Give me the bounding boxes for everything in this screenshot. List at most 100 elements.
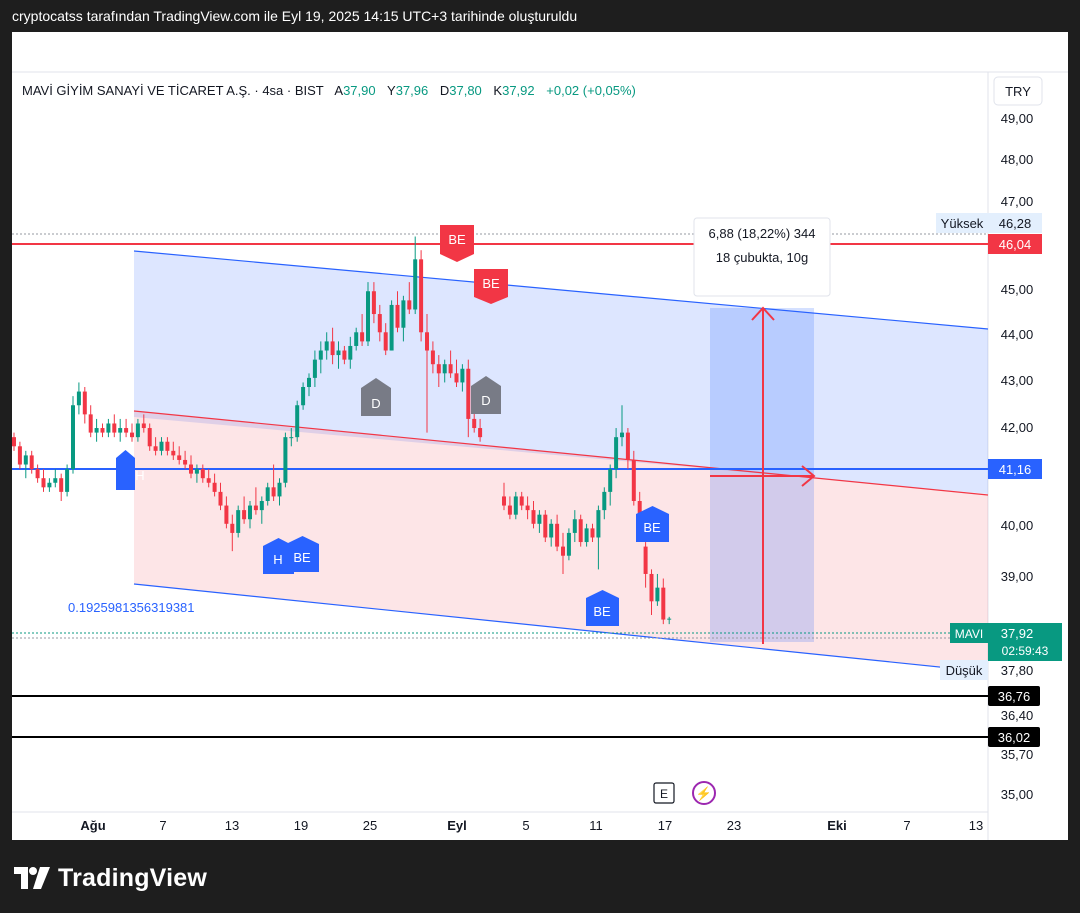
candle-body xyxy=(212,482,217,492)
time-tick: 11 xyxy=(589,818,603,833)
candle-body xyxy=(401,300,406,328)
signal-marker[interactable]: H xyxy=(116,450,145,490)
svg-text:D: D xyxy=(371,396,380,411)
candle-body xyxy=(637,501,642,520)
candle-body xyxy=(17,446,22,465)
candle-body xyxy=(596,510,601,538)
candle-body xyxy=(100,428,105,433)
time-tick: 17 xyxy=(658,818,672,833)
svg-text:BE: BE xyxy=(448,232,466,247)
candle-body xyxy=(631,459,636,501)
channel-bottom-line[interactable] xyxy=(133,583,989,673)
candle-body xyxy=(171,450,176,456)
candle-body xyxy=(507,505,512,515)
candlestick-chart[interactable]: 6,88 (18,22%) 344 18 çubukta, 10g 0.1925… xyxy=(12,32,1068,840)
candle-body xyxy=(395,304,400,328)
candle-body xyxy=(425,332,429,351)
time-tick: 13 xyxy=(969,818,983,833)
lightning-event-icon[interactable]: ⚡ xyxy=(692,781,716,805)
channel-ratio-label: 0.1925981356319381 xyxy=(68,600,195,615)
candle-body xyxy=(307,377,311,387)
candle-body xyxy=(448,364,453,374)
open-value: 37,90 xyxy=(343,83,376,98)
chart-caption: cryptocatss tarafından TradingView.com i… xyxy=(12,8,578,24)
candle-body xyxy=(561,546,565,556)
time-tick: 5 xyxy=(522,818,529,833)
candle-body xyxy=(537,514,542,524)
measure-line2: 18 çubukta, 10g xyxy=(716,250,809,265)
candle-body xyxy=(41,478,46,488)
svg-text:⚡: ⚡ xyxy=(696,786,712,802)
upper-channel-fill xyxy=(134,251,988,494)
channel-mid-line[interactable] xyxy=(133,410,989,496)
currency-button[interactable]: TRY xyxy=(993,76,1043,106)
candle-body xyxy=(442,364,447,374)
candle-body xyxy=(177,455,182,460)
candle-body xyxy=(655,587,660,602)
candle-body xyxy=(478,428,483,438)
candle-body xyxy=(135,423,140,438)
candle-body xyxy=(407,300,412,310)
chart-frame[interactable]: 6,88 (18,22%) 344 18 çubukta, 10g 0.1925… xyxy=(12,32,1068,840)
candle-body xyxy=(578,519,583,543)
candle-body xyxy=(324,341,329,351)
candle-body xyxy=(153,446,158,451)
channel-top-line[interactable] xyxy=(133,250,989,330)
candle-body xyxy=(661,587,666,620)
candle-body xyxy=(318,350,323,360)
time-tick: 7 xyxy=(159,818,166,833)
candle-body xyxy=(549,523,554,538)
time-tick: Eki xyxy=(827,818,847,833)
candle-body xyxy=(454,373,459,383)
candle-body xyxy=(525,505,530,511)
candle-body xyxy=(383,332,388,351)
close-label: K xyxy=(493,83,502,98)
candle-body xyxy=(88,414,93,433)
svg-text:BE: BE xyxy=(293,550,311,565)
time-tick: Eyl xyxy=(447,818,467,833)
high-label: Y xyxy=(387,83,396,98)
tradingview-logo[interactable]: TradingView xyxy=(14,862,207,894)
candle-body xyxy=(543,514,548,538)
time-tick: 13 xyxy=(225,818,239,833)
symbol-name: MAVİ GİYİM SANAYİ VE TİCARET A.Ş. · 4sa … xyxy=(22,83,324,98)
candle-body xyxy=(165,441,170,451)
signal-marker[interactable]: BE xyxy=(636,506,669,542)
candle-body xyxy=(289,437,294,439)
support-price-label-1: 36,76 xyxy=(988,686,1040,706)
signal-marker[interactable]: D xyxy=(471,376,501,414)
candle-body xyxy=(71,405,75,470)
candle-body xyxy=(295,405,300,438)
candle-body xyxy=(366,291,370,342)
candle-body xyxy=(371,291,376,315)
svg-text:H: H xyxy=(135,468,144,483)
candle-body xyxy=(519,496,524,506)
svg-text:BE: BE xyxy=(482,276,500,291)
candle-body xyxy=(625,432,630,460)
price-tick: 42,00 xyxy=(1001,420,1034,435)
candle-body xyxy=(460,368,465,383)
candle-body xyxy=(566,532,571,556)
brand-name: TradingView xyxy=(58,863,208,892)
low-value: 37,80 xyxy=(449,83,482,98)
time-tick: Ağu xyxy=(80,818,105,833)
candle-body xyxy=(330,341,335,356)
candle-body xyxy=(430,350,435,365)
candle-body xyxy=(23,455,28,465)
candle-body xyxy=(513,496,518,515)
candle-body xyxy=(436,364,441,374)
signal-marker[interactable]: BE xyxy=(586,590,619,626)
signal-marker[interactable]: BE xyxy=(286,536,319,572)
candle-body xyxy=(643,546,648,574)
high-value: 37,96 xyxy=(396,83,429,98)
candle-body xyxy=(183,459,188,465)
earnings-event-icon[interactable]: E xyxy=(653,782,675,804)
svg-text:Yüksek: Yüksek xyxy=(941,216,984,231)
candle-body xyxy=(312,359,317,378)
candle-body xyxy=(94,428,99,433)
signal-marker[interactable]: BE xyxy=(474,269,508,304)
candle-body xyxy=(502,496,506,506)
signal-marker[interactable]: D xyxy=(361,378,391,416)
candle-body xyxy=(377,314,382,333)
signal-marker[interactable]: BE xyxy=(440,225,474,262)
